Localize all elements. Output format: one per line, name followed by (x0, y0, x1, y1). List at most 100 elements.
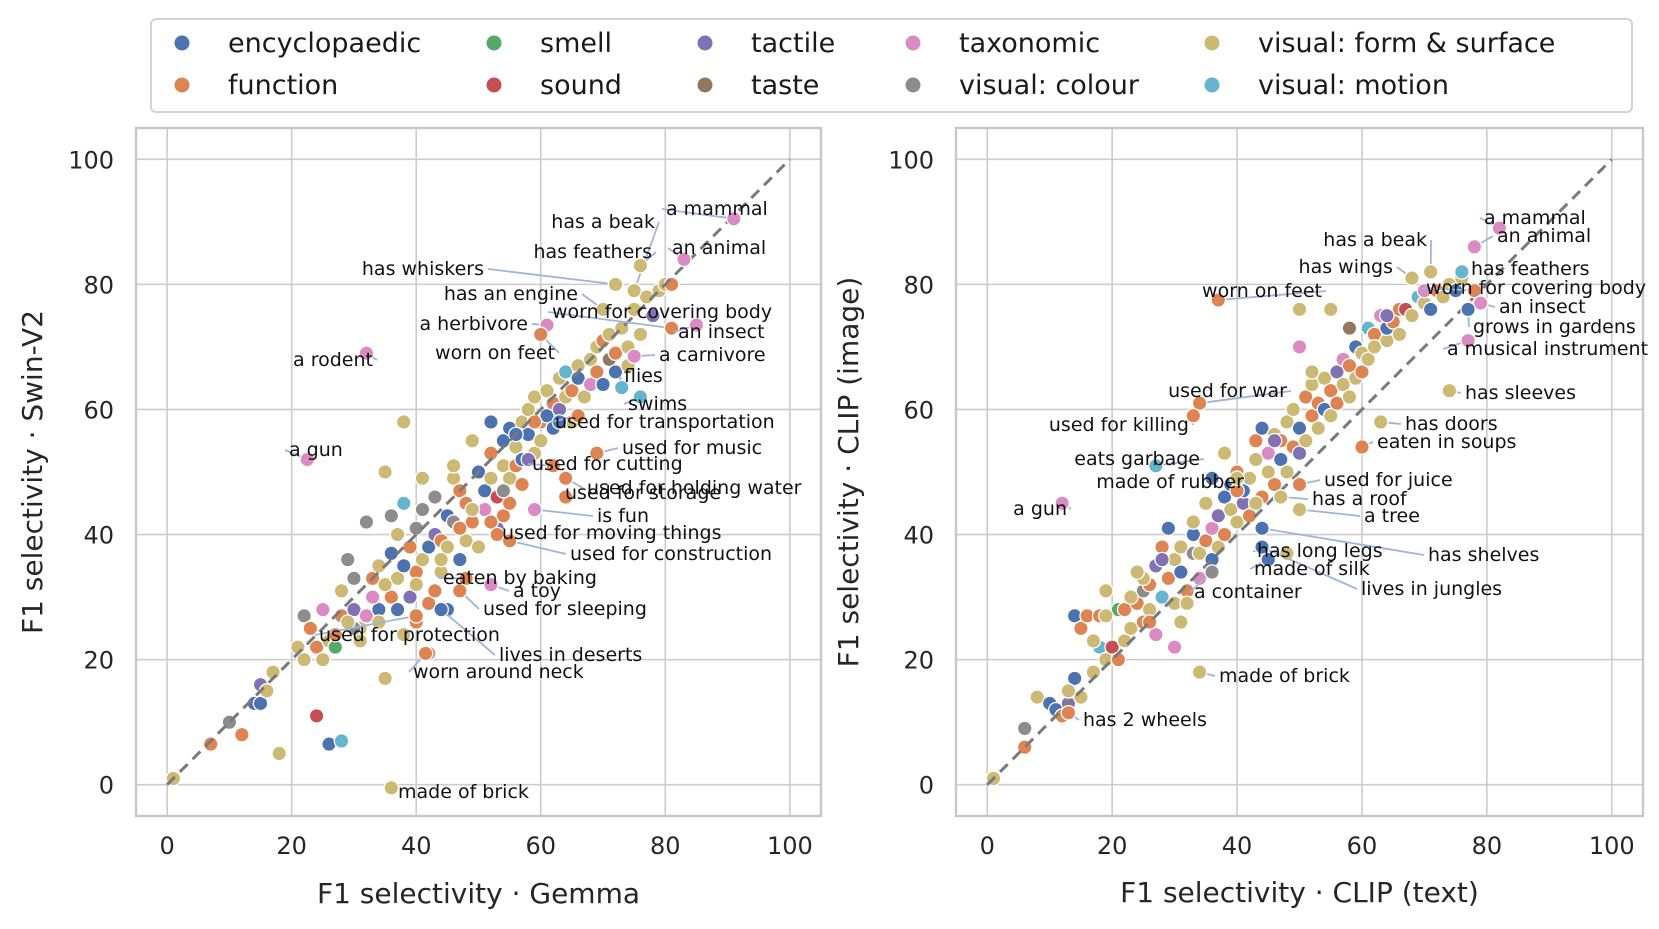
legend-marker-sound (486, 77, 502, 93)
scatter-point (1060, 683, 1077, 699)
scatter-point (389, 570, 406, 587)
annotated-point-grows-in-gardens (1460, 301, 1476, 318)
scatter-point (557, 364, 574, 380)
diagonal-reference-line (166, 158, 791, 786)
scatter-point (1160, 520, 1177, 537)
scatter-point (1297, 432, 1314, 449)
annotation-leader (633, 221, 660, 291)
scatter-point (1216, 526, 1233, 543)
annotation-label-a-rodent: a rodent (293, 349, 373, 371)
scatter-point (1260, 464, 1277, 480)
annotation-label-grows-in-gardens: grows in gardens (1473, 316, 1636, 338)
scatter-point (395, 495, 412, 512)
scatter-point (1416, 282, 1433, 299)
scatter-point (1322, 301, 1339, 318)
annotation-label-has-2-wheels: has 2 wheels (1083, 709, 1207, 731)
legend-label-sound: sound (540, 70, 622, 101)
x-axis-label: F1 selectivity · CLIP (text) (1120, 876, 1479, 909)
scatter-point (314, 601, 331, 618)
scatter-point (564, 382, 580, 399)
scatter-point (377, 670, 393, 687)
scatter-point (1204, 470, 1220, 487)
grid (956, 128, 1643, 816)
scatter-point (470, 539, 487, 555)
legend-entry-tactile: tactile (697, 28, 835, 59)
annotation-label-made-of-brick: made of brick (1219, 665, 1350, 687)
annotated-point-has-feathers (632, 257, 649, 274)
x-tick-label: 40 (1222, 832, 1253, 860)
legend-marker-smell (486, 35, 502, 51)
annotation-label-made-of-rubber: made of rubber (1096, 471, 1244, 493)
annotated-point-a-toy (483, 576, 499, 593)
annotation-label-a-toy: a toy (513, 580, 561, 602)
scatter-point (1391, 326, 1408, 343)
scatter-point (1260, 445, 1277, 462)
annotated-point-made-of-silk (1260, 551, 1277, 568)
scatter-point (1197, 532, 1214, 549)
annotated-point-has-wings (1404, 270, 1420, 286)
scatter-point (408, 576, 425, 593)
annotation-label-an-insect: an insect (678, 321, 765, 343)
annotated-point-eaten-by-baking (458, 570, 474, 587)
scatter-point (395, 626, 412, 643)
annotation-leader (1155, 458, 1205, 467)
y-tick-label: 80 (903, 271, 934, 299)
scatter-point (1354, 364, 1370, 380)
scatter-point (1247, 451, 1264, 468)
y-tick-label: 100 (68, 146, 114, 174)
annotated-point-used-for-moving-things (489, 526, 506, 543)
scatter-point (520, 401, 537, 418)
scatter-point (333, 582, 350, 599)
scatter-point (1285, 401, 1302, 418)
annotation-label-a-musical-instrument: a musical instrument (1447, 338, 1648, 360)
annotated-point-has-doors (1372, 414, 1389, 430)
annotation-label-worn-on-feet: worn on feet (1202, 280, 1322, 302)
legend-entry-taxonomic: taxonomic (905, 28, 1100, 59)
annotation-label-a-tree: a tree (1364, 505, 1420, 527)
y-tick-label: 60 (83, 396, 114, 424)
annotated-point-a-musical-instrument (1460, 332, 1476, 349)
scatter-point (1291, 301, 1308, 318)
scatter-point (1123, 589, 1139, 605)
plot-frame (954, 126, 1645, 818)
annotation-label-has-sleeves: has sleeves (1465, 382, 1576, 404)
scatter-point (645, 307, 661, 324)
legend-label-visual-motion: visual: motion (1258, 70, 1449, 101)
scatter-point (1172, 539, 1189, 555)
annotation-label-has-whiskers: has whiskers (362, 258, 484, 280)
x-tick-label: 0 (980, 832, 995, 860)
scatter-point (464, 432, 481, 449)
scatter-point (576, 389, 593, 405)
y-axis-label: F1 selectivity · Swin-V2 (16, 310, 49, 634)
annotated-point-a-mammal (725, 210, 742, 227)
scatter-point (1379, 307, 1395, 324)
y-tick-label: 100 (888, 146, 934, 174)
annotation-label-used-for-protection: used for protection (319, 624, 500, 646)
annotation-label-an-animal: an animal (1497, 225, 1591, 247)
scatter-point (1404, 307, 1420, 324)
legend-marker-visual-motion (1204, 77, 1220, 93)
annotation-label-used-for-sleeping: used for sleeping (483, 598, 647, 620)
annotation-label-made-of-silk: made of silk (1254, 558, 1370, 580)
legend-marker-visual-form-surface (1204, 35, 1220, 51)
scatter-point (483, 414, 499, 430)
annotated-point-made-of-rubber (1229, 470, 1245, 487)
scatter-point (1216, 489, 1233, 505)
annotation-leader (487, 268, 616, 286)
scatter-point (1210, 507, 1227, 524)
annotated-point-has-sleeves (1441, 382, 1458, 399)
scatter-point (539, 382, 555, 399)
scatter-point (420, 539, 437, 555)
scatter-point (1204, 520, 1220, 537)
scatter-point (296, 608, 312, 624)
annotation-leader (314, 614, 417, 636)
x-tick-label: 80 (1472, 832, 1503, 860)
legend-marker-function (174, 77, 190, 93)
annotation-label-a-carnivore: a carnivore (659, 344, 766, 366)
scatter-point (588, 364, 605, 380)
annotation-label-has-long-legs: has long legs (1257, 540, 1383, 562)
x-tick-label: 60 (525, 832, 556, 860)
annotation-label-used-for-storage: used for storage (565, 482, 721, 504)
legend-entry-visual-form-surface: visual: form & surface (1204, 28, 1555, 59)
x-axis-label: F1 selectivity · Gemma (317, 877, 640, 910)
